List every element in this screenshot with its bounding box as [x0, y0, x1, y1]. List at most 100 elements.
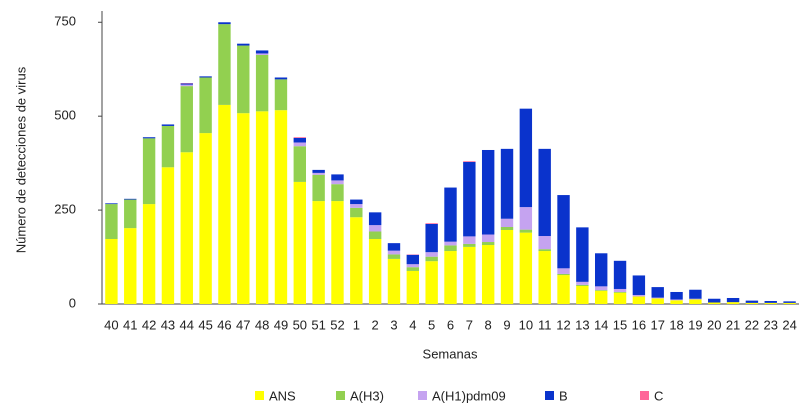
bar-segment	[444, 251, 456, 304]
bar-segment	[765, 301, 777, 303]
bar-segment	[501, 227, 513, 230]
bar-segment	[463, 162, 475, 236]
x-tick-label: 18	[669, 317, 683, 332]
y-axis-title: Número de detecciones de virus	[13, 66, 28, 253]
x-tick-label: 21	[726, 317, 740, 332]
x-tick-label: 40	[104, 317, 118, 332]
bar-segment	[444, 188, 456, 242]
bar-segment	[369, 232, 381, 240]
bar-segment	[501, 219, 513, 227]
bar-segment	[312, 201, 324, 304]
bar-segment	[105, 203, 117, 204]
bar-segment	[105, 204, 117, 239]
bar-segment	[538, 236, 550, 249]
bar-segment	[444, 245, 456, 251]
bar-segment	[407, 271, 419, 304]
bar-segment	[783, 301, 795, 303]
bar-segment	[652, 298, 664, 304]
x-tick-label: 1	[353, 317, 360, 332]
bar-segment	[520, 233, 532, 304]
legend-swatch	[640, 391, 649, 400]
bar-segment	[331, 180, 343, 184]
x-tick-label: 24	[782, 317, 796, 332]
bar-segment	[312, 173, 324, 175]
bar-segment	[199, 76, 211, 77]
bar-segment	[727, 298, 739, 302]
x-tick-label: 45	[198, 317, 212, 332]
x-tick-label: 17	[650, 317, 664, 332]
bar-segment	[520, 109, 532, 207]
legend-label: ANS	[269, 388, 296, 403]
bar-segment	[181, 83, 193, 84]
bar-segment	[294, 138, 306, 143]
x-tick-label: 49	[274, 317, 288, 332]
legend-label: A(H1)pdm09	[432, 388, 506, 403]
bar-segment	[727, 302, 739, 304]
bar-segment	[576, 282, 588, 285]
x-tick-label: 42	[142, 317, 156, 332]
bar-segment	[652, 287, 664, 298]
bar-segment	[614, 289, 626, 292]
bar-segment	[312, 175, 324, 201]
y-tick-label: 250	[54, 202, 76, 217]
bar-segment	[143, 138, 155, 204]
x-tick-label: 13	[575, 317, 589, 332]
bar-segment	[444, 242, 456, 246]
bar-segment	[105, 239, 117, 304]
bar-segment	[633, 275, 645, 295]
bar-segment	[407, 255, 419, 264]
x-tick-label: 6	[447, 317, 454, 332]
bar-segment	[275, 79, 287, 110]
x-tick-label: 44	[180, 317, 194, 332]
legend-label: B	[559, 388, 568, 403]
legend-swatch	[255, 391, 264, 400]
bar-segment	[294, 142, 306, 146]
bar-segment	[350, 200, 362, 205]
bar-segment	[670, 299, 682, 300]
bar-segment	[425, 224, 437, 252]
bar-segment	[614, 261, 626, 289]
x-tick-label: 16	[632, 317, 646, 332]
legend-swatch	[418, 391, 427, 400]
bar-segment	[407, 267, 419, 271]
x-tick-label: 20	[707, 317, 721, 332]
bar-segment	[256, 53, 268, 55]
bar-segment	[746, 301, 758, 303]
x-tick-label: 10	[519, 317, 533, 332]
x-tick-label: 46	[217, 317, 231, 332]
x-tick-label: 14	[594, 317, 608, 332]
bar-segment	[369, 225, 381, 231]
bar-segment	[482, 242, 494, 245]
bar-segment	[689, 299, 701, 304]
bar-segment	[331, 174, 343, 180]
x-tick-label: 9	[503, 317, 510, 332]
bar-segment	[463, 244, 475, 247]
x-tick-label: 11	[538, 317, 552, 332]
bar-segment	[256, 111, 268, 304]
bar-segment	[181, 85, 193, 87]
bar-segment	[576, 285, 588, 286]
x-tick-label: 2	[372, 317, 379, 332]
bar-segment	[425, 252, 437, 257]
bar-segment	[162, 167, 174, 304]
x-tick-label: 8	[485, 317, 492, 332]
bar-segment	[557, 275, 569, 304]
bar-segment	[482, 235, 494, 243]
bar-segment	[350, 204, 362, 208]
legend-label: C	[654, 388, 663, 403]
bar-segment	[463, 161, 475, 162]
y-tick-label: 500	[54, 108, 76, 123]
bar-segment	[294, 137, 306, 138]
bar-segment	[275, 110, 287, 304]
bar-segment	[501, 149, 513, 219]
bar-segment	[746, 303, 758, 304]
x-tick-label: 19	[688, 317, 702, 332]
bar-segment	[294, 146, 306, 182]
x-tick-label: 5	[428, 317, 435, 332]
x-tick-label: 51	[311, 317, 325, 332]
bar-segment	[312, 170, 324, 173]
x-tick-label: 43	[161, 317, 175, 332]
x-tick-label: 23	[764, 317, 778, 332]
bar-segment	[501, 230, 513, 304]
bar-segment	[388, 254, 400, 259]
